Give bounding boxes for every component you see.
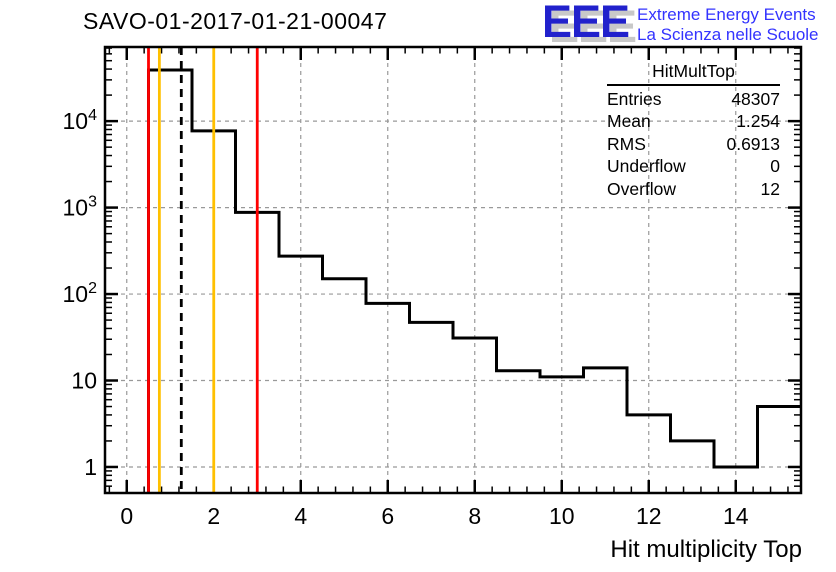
eee-logo-taglines: Extreme Energy Events La Scienza nelle S… xyxy=(637,5,818,44)
x-tick-label: 10 xyxy=(549,503,575,529)
page-title: SAVO-01-2017-01-21-00047 xyxy=(83,8,388,34)
x-tick-label: 4 xyxy=(294,503,307,529)
stats-row: Entries 48307 xyxy=(607,88,780,110)
stats-row-label: Mean xyxy=(607,111,651,132)
axis-tick-labels: 0 2 4 6 8 10 12 14 1 10 102 103 104 xyxy=(63,107,749,529)
stats-row: Overflow 12 xyxy=(607,178,780,200)
x-tick-label: 0 xyxy=(120,503,133,529)
stats-rows: Entries 48307 Mean 1.254 RMS 0.6913 Underflow 0… xyxy=(607,88,780,200)
stats-row-label: Overflow xyxy=(607,178,677,199)
plot-frame xyxy=(103,45,803,495)
y-tick-label: 102 xyxy=(63,280,98,307)
y-tick-label: 103 xyxy=(63,194,98,221)
stats-row-value: 0.6913 xyxy=(726,133,780,154)
stats-row-value: 1.254 xyxy=(736,111,780,132)
x-tick-label: 14 xyxy=(723,503,749,529)
x-tick-label: 12 xyxy=(636,503,662,529)
stats-row-value: 12 xyxy=(760,178,780,199)
stats-row-label: Entries xyxy=(607,89,662,109)
stats-row: RMS 0.6913 xyxy=(607,133,780,155)
stats-box: HitMultTop Entries 48307 Mean 1.254 RMS 0.691… xyxy=(607,61,780,200)
y-tick-label: 104 xyxy=(63,107,98,134)
stats-title: HitMultTop xyxy=(607,61,780,86)
y-tick-label: 10 xyxy=(71,368,97,394)
marker-lines xyxy=(147,47,259,493)
logo-tagline-2: La Scienza nelle Scuole xyxy=(637,24,819,44)
stats-row: Underflow 0 xyxy=(607,155,780,177)
stats-row-value: 0 xyxy=(770,156,780,177)
histogram-line xyxy=(147,68,801,493)
stats-row-label: RMS xyxy=(607,133,646,154)
eee-logo: EEE Extreme Energy Events La Scienza nel… xyxy=(542,0,819,47)
x-tick-label: 2 xyxy=(207,503,220,529)
stats-row: Mean 1.254 xyxy=(607,110,780,132)
eee-logo-acronym: EEE xyxy=(542,0,630,47)
y-tick-label: 1 xyxy=(84,454,97,480)
x-axis-title: Hit multiplicity Top xyxy=(610,536,802,563)
x-tick-label: 6 xyxy=(381,503,394,529)
logo-tagline-1: Extreme Energy Events xyxy=(637,5,816,24)
stats-row-label: Underflow xyxy=(607,156,686,177)
x-tick-label: 8 xyxy=(468,503,481,529)
stats-row-value: 48307 xyxy=(731,89,780,109)
